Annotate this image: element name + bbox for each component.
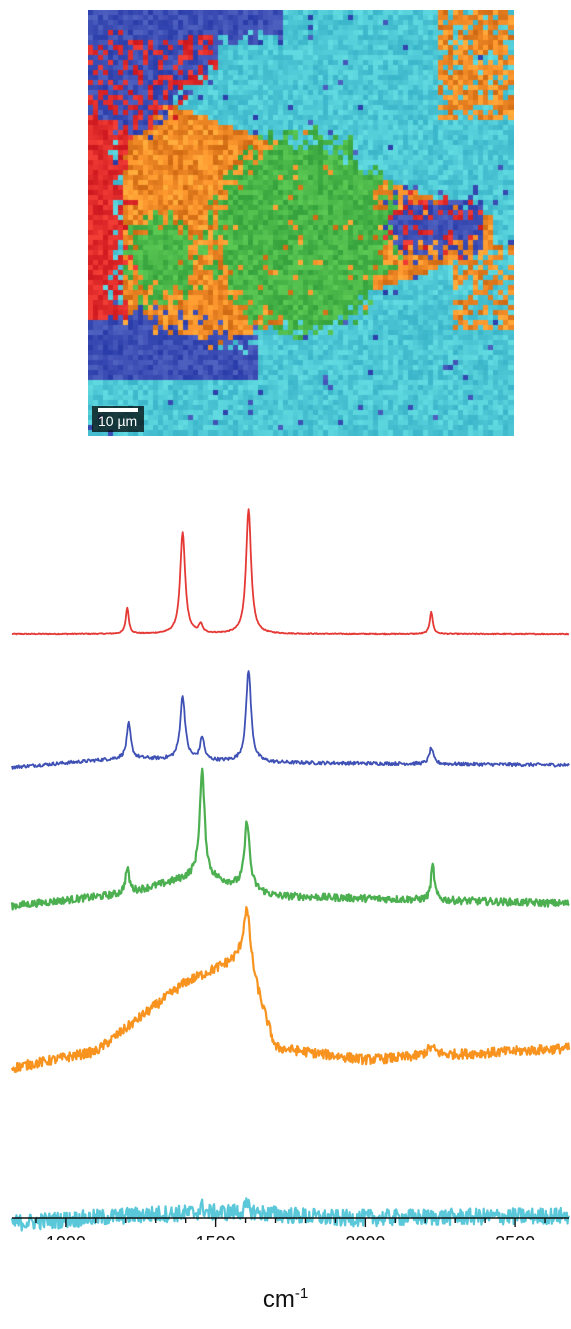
x-tick-label: 1000 xyxy=(46,1233,86,1240)
x-tick-label: 2500 xyxy=(495,1233,535,1240)
spectrum-series-3 xyxy=(10,767,570,911)
spectrum-series-2 xyxy=(11,670,570,770)
spectra-plot: 1000 1500 2000 2500 xyxy=(10,508,571,1240)
x-tick-label: 2000 xyxy=(345,1233,385,1240)
scale-bar-line xyxy=(98,408,138,412)
raman-cluster-map: 10 µm xyxy=(88,10,514,436)
x-axis-label: cm-1 xyxy=(262,1285,309,1313)
spectrum-series-4 xyxy=(10,906,571,1074)
scale-bar: 10 µm xyxy=(92,406,144,432)
x-axis: 1000 1500 2000 2500 xyxy=(12,1217,569,1240)
spectrum-series-5 xyxy=(10,1197,570,1232)
spectrum-series-1 xyxy=(11,508,570,636)
x-tick-label: 1500 xyxy=(196,1233,236,1240)
spectra-series-group xyxy=(10,508,571,1232)
cluster-map-image xyxy=(88,10,514,436)
scale-bar-label: 10 µm xyxy=(98,413,138,429)
